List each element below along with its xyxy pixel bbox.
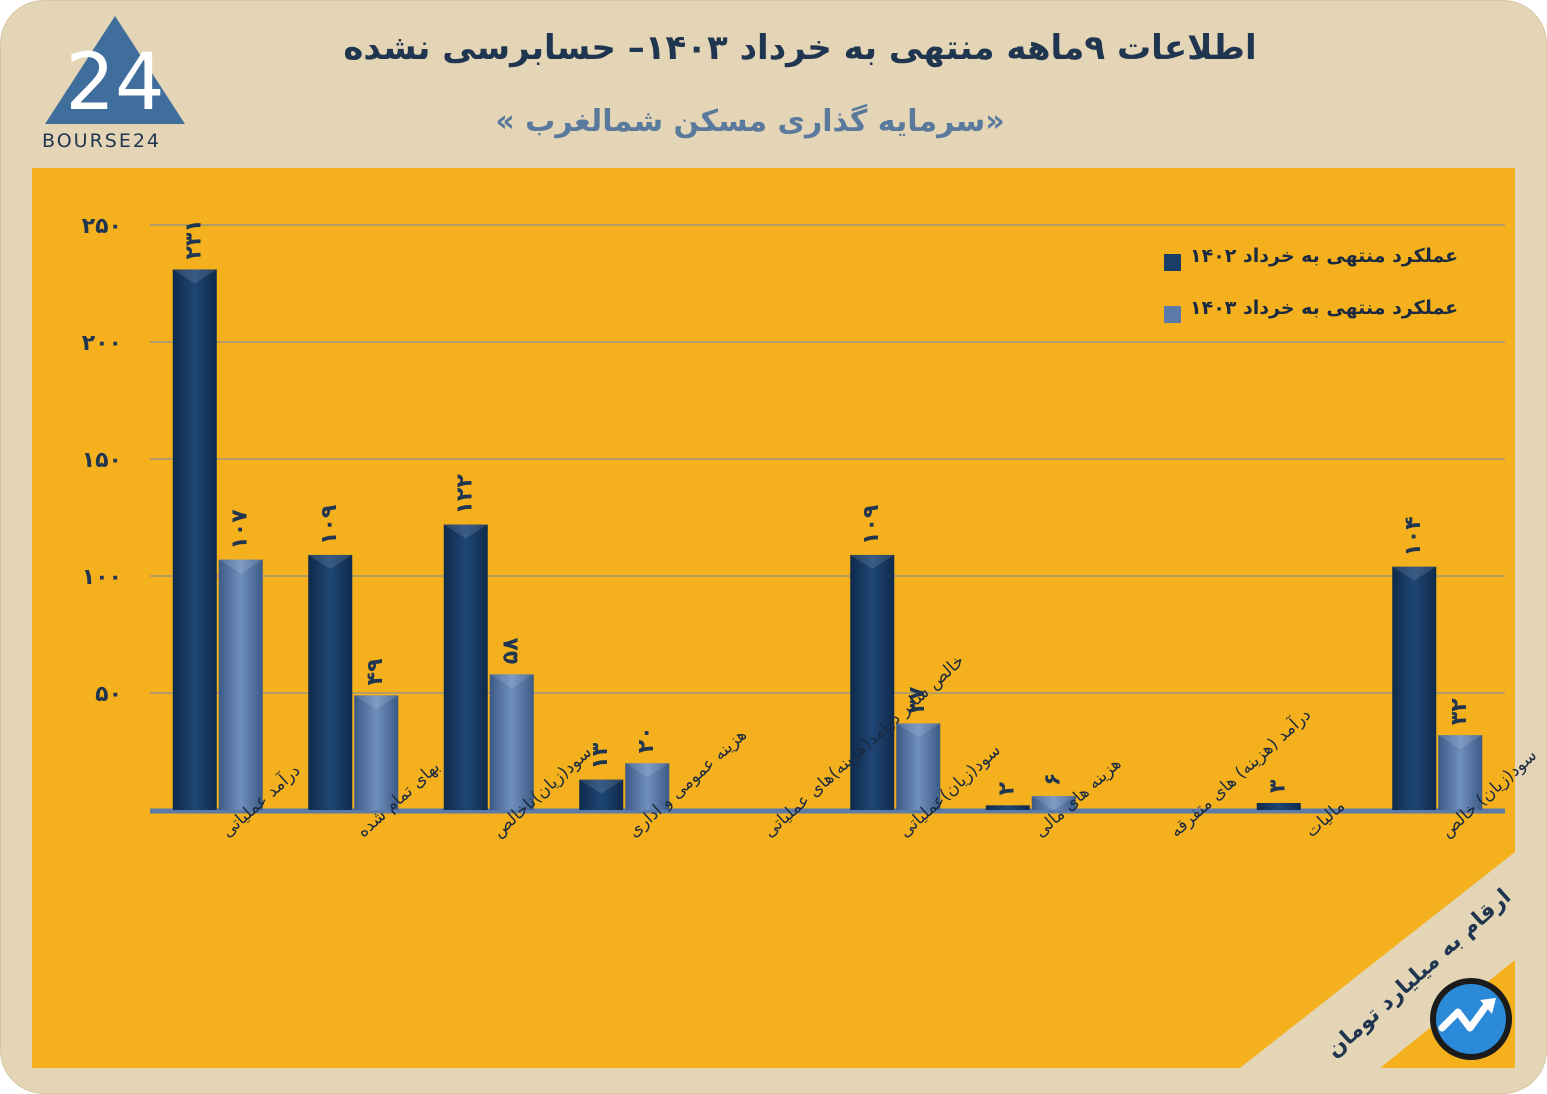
data-label: ۱۰۴ bbox=[1401, 516, 1426, 556]
data-label: ۳۲ bbox=[1447, 698, 1472, 725]
y-tick-label: ۵۰ bbox=[95, 682, 122, 707]
data-label: ۶ bbox=[1041, 773, 1066, 786]
data-label: ۲۰ bbox=[634, 726, 659, 753]
y-tick-label: ۲۵۰ bbox=[82, 214, 122, 239]
bar-cap bbox=[579, 779, 624, 794]
legend-swatch-1403 bbox=[1164, 306, 1181, 323]
bar-cap bbox=[1438, 735, 1483, 750]
bar-cap bbox=[1031, 795, 1076, 810]
trend-arrow-icon bbox=[1430, 978, 1512, 1060]
page-title: اطلاعات ۹ماهه منتهی به خرداد ۱۴۰۳– حسابر… bbox=[343, 28, 1257, 68]
data-label: ۱۳ bbox=[588, 742, 613, 769]
bar-1402 bbox=[850, 554, 895, 810]
bar-cap bbox=[1392, 566, 1437, 581]
legend-swatch-1402 bbox=[1164, 254, 1181, 271]
data-label: ۱۰۷ bbox=[228, 509, 253, 550]
data-label: ۱۲۲ bbox=[453, 474, 478, 515]
data-label: ۳۷ bbox=[905, 686, 930, 713]
bar-1402 bbox=[443, 524, 488, 810]
legend-label-1403: عملکرد منتهی به خرداد ۱۴۰۳ bbox=[1190, 297, 1459, 319]
bar-1403 bbox=[489, 674, 534, 810]
bar-1402 bbox=[172, 269, 217, 811]
y-tick-label: ۱۰۰ bbox=[82, 565, 122, 590]
bar-cap bbox=[489, 674, 534, 689]
data-label: ۲۳۱ bbox=[182, 219, 207, 259]
bar-cap bbox=[443, 524, 488, 539]
bar-1402 bbox=[1392, 566, 1437, 810]
legend-label-1402: عملکرد منتهی به خرداد ۱۴۰۲ bbox=[1190, 245, 1459, 267]
bar-1402 bbox=[579, 779, 624, 810]
bar-1403 bbox=[1031, 795, 1076, 810]
data-label: ۵۸ bbox=[499, 637, 524, 664]
x-tick-label: مالیات bbox=[1302, 796, 1349, 841]
bar-1403 bbox=[354, 695, 399, 810]
bar-cap bbox=[308, 554, 353, 569]
y-tick-label: ۱۵۰ bbox=[82, 448, 122, 473]
logo-text: BOURSE24 bbox=[42, 130, 162, 152]
bar-1403 bbox=[1438, 735, 1483, 810]
data-label: ۲ bbox=[995, 781, 1020, 795]
x-tick-label: درآمد (هزینه) های متفرقه bbox=[1165, 703, 1315, 841]
bar-1403 bbox=[218, 559, 263, 810]
bar-cap bbox=[850, 554, 895, 569]
logo-triangle-icon: 24 bbox=[45, 16, 185, 128]
bar-cap bbox=[354, 695, 399, 710]
chart-panel bbox=[32, 168, 1515, 1068]
bar-1402 bbox=[308, 554, 353, 810]
bar-1403 bbox=[625, 763, 670, 810]
data-label: ۱۰۹ bbox=[317, 505, 342, 545]
bar-1403 bbox=[896, 723, 941, 810]
bar-cap bbox=[625, 763, 670, 778]
bar-cap bbox=[172, 269, 217, 284]
data-label: ۱۰۹ bbox=[859, 505, 884, 545]
bar-1402 bbox=[1256, 802, 1301, 810]
y-tick-label: ۲۰۰ bbox=[82, 331, 122, 356]
bar-cap bbox=[896, 723, 941, 738]
data-label: ۳ bbox=[1266, 779, 1291, 793]
logo-mark: 24 bbox=[65, 38, 164, 128]
bar-cap bbox=[218, 559, 263, 574]
bar-1402 bbox=[985, 805, 1030, 810]
page-subtitle: «سرمایه گذاری مسکن شمالغرب » bbox=[495, 104, 1005, 139]
data-label: ۴۹ bbox=[363, 658, 388, 685]
